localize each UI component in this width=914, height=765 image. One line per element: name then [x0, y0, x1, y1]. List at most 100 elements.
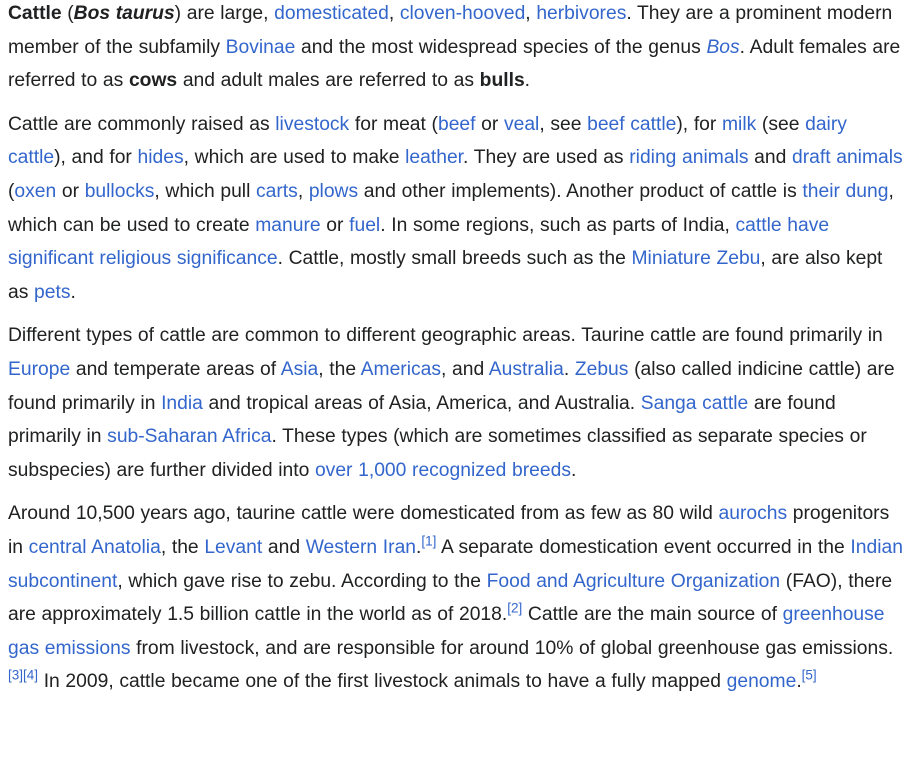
link-sanga-cattle[interactable]: Sanga cattle [640, 392, 749, 414]
link-milk[interactable]: milk [721, 113, 757, 135]
text: . Cattle, mostly small breeds such as th… [277, 248, 632, 270]
link-sub-saharan-africa[interactable]: sub-Saharan Africa [107, 426, 272, 448]
text: and adult males are referred to as [177, 70, 480, 92]
text: and the most widespread species of the g… [295, 36, 707, 58]
text: for meat ( [349, 113, 438, 135]
reference-2[interactable]: [2] [507, 600, 523, 616]
text: (also called indicine cattle) are found … [8, 358, 895, 414]
link-leather[interactable]: leather [405, 147, 464, 169]
term-bulls: bulls [479, 70, 525, 92]
text: . They are a prominent modern member of … [8, 3, 893, 58]
link-recognized-breeds[interactable]: over 1,000 recognized breeds [314, 459, 571, 481]
text: In 2009, cattle became one of the first … [38, 671, 727, 693]
scientific-name: Bos taurus [73, 3, 175, 24]
link-zebus[interactable]: Zebus [574, 358, 629, 380]
text: ) are large, [174, 3, 275, 24]
link-veal[interactable]: veal [503, 113, 540, 135]
paragraph-uses: Cattle are commonly raised as livestock … [8, 108, 906, 310]
text: and [262, 536, 306, 558]
link-aurochs[interactable]: aurochs [718, 503, 788, 525]
link-india[interactable]: India [161, 392, 203, 414]
link-bos[interactable]: Bos [706, 36, 740, 58]
text: ), and for [54, 147, 138, 169]
text: , which can be used to create [8, 180, 894, 236]
text: and [748, 147, 792, 169]
link-draft-animals[interactable]: draft animals [791, 147, 903, 169]
reference-4[interactable]: [4] [23, 667, 39, 683]
text: , see [539, 113, 588, 135]
text: , [525, 3, 537, 24]
link-americas[interactable]: Americas [360, 358, 441, 380]
text: Around 10,500 years ago, taurine cattle … [8, 503, 719, 525]
term-cattle: Cattle [8, 3, 62, 24]
text: . [570, 459, 577, 481]
link-greenhouse-gas-emissions[interactable]: greenhouse gas emissions [8, 604, 885, 659]
link-asia[interactable]: Asia [280, 358, 319, 380]
link-australia[interactable]: Australia [488, 358, 564, 380]
text: , which are used to make [183, 147, 406, 169]
link-domesticated[interactable]: domesticated [274, 3, 389, 24]
paragraph-types: Different types of cattle are common to … [8, 319, 906, 487]
text: . [796, 671, 802, 693]
link-livestock[interactable]: livestock [275, 113, 350, 135]
term-scientific-name: Bos taurus [74, 3, 175, 24]
article-body: Cattle (Bos taurus) are large, domestica… [8, 3, 906, 699]
link-their-dung[interactable]: their dung [802, 180, 889, 202]
link-western-iran[interactable]: Western Iran [305, 536, 417, 558]
text: . They are used as [463, 147, 630, 169]
link-herbivores[interactable]: herbivores [536, 3, 627, 24]
text: . [524, 70, 531, 92]
text: , and [441, 358, 489, 380]
text: . [416, 536, 422, 558]
text: or [56, 180, 85, 202]
text: , the [160, 536, 205, 558]
link-beef-cattle[interactable]: beef cattle [587, 113, 677, 135]
text: from livestock, and are responsible for … [130, 637, 894, 659]
text: (FAO), there are approximately 1.5 billi… [8, 570, 893, 626]
reference-1[interactable]: [1] [421, 533, 437, 549]
text: . [70, 281, 76, 303]
link-central-anatolia[interactable]: central Anatolia [28, 536, 161, 558]
text: , which gave rise to zebu. According to … [117, 570, 487, 592]
text: progenitors in [8, 503, 890, 558]
text: Different types of cattle are common to … [8, 325, 883, 347]
link-oxen[interactable]: oxen [14, 180, 57, 202]
link-fuel[interactable]: fuel [349, 214, 381, 236]
link-plows[interactable]: plows [308, 180, 359, 202]
link-cloven-hooved[interactable]: cloven-hooved [399, 3, 526, 24]
text: . In some regions, such as parts of Indi… [380, 214, 736, 236]
link-manure[interactable]: manure [255, 214, 321, 236]
text: , which pull [154, 180, 257, 202]
text: and tropical areas of Asia, America, and… [202, 392, 641, 414]
link-fao[interactable]: Food and Agriculture Organization [486, 570, 781, 592]
text: ), for [676, 113, 722, 135]
link-dairy-cattle[interactable]: dairy cattle [8, 113, 847, 169]
text: , are also kept as [8, 248, 883, 303]
link-levant[interactable]: Levant [204, 536, 263, 558]
text: (see [756, 113, 806, 135]
link-europe[interactable]: Europe [8, 358, 71, 380]
text: , [388, 3, 400, 24]
paragraph-history: Around 10,500 years ago, taurine cattle … [8, 497, 906, 699]
reference-3[interactable]: [3] [8, 667, 24, 683]
link-beef[interactable]: beef [437, 113, 476, 135]
link-carts[interactable]: carts [256, 180, 298, 202]
link-riding-animals[interactable]: riding animals [629, 147, 749, 169]
text: , [297, 180, 309, 202]
link-bovinae[interactable]: Bovinae [225, 36, 296, 58]
link-indian-subcontinent[interactable]: Indian subcontinent [8, 536, 903, 592]
text: are found primarily in [8, 392, 836, 448]
link-miniature-zebu[interactable]: Miniature Zebu [631, 248, 761, 270]
link-pets[interactable]: pets [34, 281, 71, 303]
text: or [475, 113, 504, 135]
reference-5[interactable]: [5] [801, 667, 817, 683]
text: , the [318, 358, 361, 380]
link-genome[interactable]: genome [726, 671, 797, 693]
link-hides[interactable]: hides [137, 147, 184, 169]
text: and other implements). Another product o… [358, 180, 803, 202]
text: . These types (which are sometimes class… [8, 426, 867, 481]
link-bullocks[interactable]: bullocks [84, 180, 155, 202]
text: or [320, 214, 350, 236]
text: ( [61, 3, 74, 24]
link-religious-significance[interactable]: cattle have significant religious signif… [8, 214, 830, 270]
